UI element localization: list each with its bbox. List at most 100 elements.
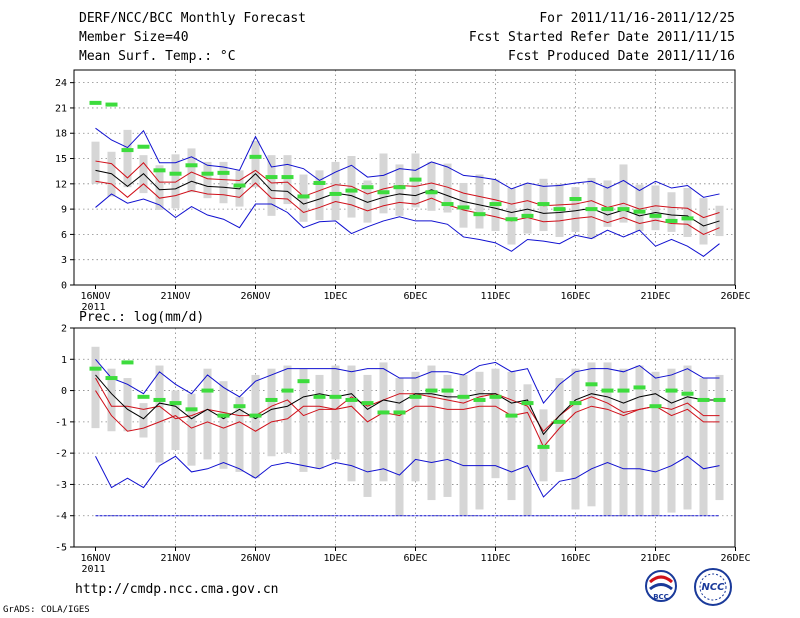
- prec-observed-marker: [713, 397, 726, 402]
- source-url[interactable]: http://cmdp.ncc.cma.gov.cn: [75, 582, 279, 597]
- temp-ensemble-box: [203, 161, 212, 199]
- prec-observed-marker: [361, 401, 374, 406]
- prec-ensemble-box: [683, 365, 692, 510]
- temp-observed-marker: [505, 217, 518, 222]
- temp-observed-marker: [345, 188, 358, 193]
- temp-ensemble-box: [651, 185, 660, 231]
- prec-ensemble-box: [411, 371, 420, 482]
- started-date: Fcst Started Refer Date 2011/11/15: [468, 30, 735, 45]
- temp-ensemble-box: [219, 161, 228, 204]
- prec-observed-marker: [457, 394, 470, 399]
- prec-ensemble-box: [571, 368, 580, 510]
- member-size: Member Size=40: [79, 30, 189, 45]
- prec-ensemble-box: [555, 378, 564, 472]
- temp-xtick-label: 2011: [82, 302, 106, 313]
- prec-ensemble-box: [619, 368, 628, 516]
- temp-ensemble-box: [427, 161, 436, 211]
- forecast-period: For 2011/11/16-2011/12/25: [539, 11, 735, 26]
- prec-ytick-label: 0: [61, 386, 67, 397]
- temp-observed-marker: [489, 202, 502, 207]
- temp-observed-marker: [121, 148, 134, 153]
- prec-ensemble-box: [651, 371, 660, 516]
- prec-ensemble-box: [91, 346, 100, 429]
- temp-ytick-label: 6: [61, 230, 67, 241]
- temp-observed-marker: [665, 218, 678, 223]
- temp-ensemble-box: [123, 129, 132, 188]
- prec-xtick-label: 21DEC: [640, 553, 670, 564]
- prec-observed-marker: [89, 366, 102, 371]
- temp-observed-marker: [217, 170, 230, 175]
- prec-ensemble-box: [587, 362, 596, 507]
- temp-observed-marker: [649, 213, 662, 218]
- prec-observed-marker: [297, 379, 310, 384]
- prec-ensemble-box: [219, 381, 228, 469]
- temp-line-mean_minus_std: [95, 180, 720, 235]
- temp-observed-marker: [89, 100, 102, 105]
- temp-observed-marker: [361, 185, 374, 190]
- temp-ensemble-box: [251, 140, 260, 188]
- prec-ensemble-box: [523, 384, 532, 516]
- temp-observed-marker: [553, 207, 566, 212]
- temp-ensemble-box: [91, 141, 100, 184]
- prec-xtick-label: 16DEC: [560, 553, 590, 564]
- temp-observed-marker: [473, 212, 486, 217]
- prec-ytick-label: -3: [55, 480, 67, 491]
- prec-observed-marker: [633, 385, 646, 390]
- temp-observed-marker: [169, 171, 182, 176]
- temp-observed-marker: [233, 183, 246, 188]
- prec-xtick-label: 26NOV: [240, 553, 270, 564]
- ncc-logo-text: NCC: [701, 582, 725, 593]
- temp-xtick-label: 21NOV: [160, 291, 190, 302]
- temp-observed-marker: [153, 168, 166, 173]
- prec-ensemble-box: [123, 378, 132, 432]
- temp-ensemble-box: [379, 153, 388, 214]
- prec-ensemble-box: [507, 371, 516, 501]
- temp-xtick-label: 16NOV: [80, 291, 110, 302]
- temp-xtick-label: 21DEC: [640, 291, 670, 302]
- temp-ensemble-box: [507, 188, 516, 245]
- prec-observed-marker: [377, 410, 390, 415]
- prec-ensemble-box: [315, 374, 324, 469]
- temp-ytick-label: 3: [61, 255, 67, 266]
- produced-date: Fcst Produced Date 2011/11/16: [508, 49, 735, 64]
- temp-line-min: [95, 193, 720, 257]
- prec-observed-marker: [249, 413, 262, 418]
- temp-observed-marker: [377, 190, 390, 195]
- prec-observed-marker: [505, 413, 518, 418]
- prec-ensemble-box: [331, 365, 340, 460]
- temp-observed-marker: [681, 216, 694, 221]
- temp-observed-marker: [441, 202, 454, 207]
- prec-ensemble-box: [267, 368, 276, 457]
- prec-observed-marker: [601, 388, 614, 393]
- ncc-logo-icon: NCC: [694, 568, 732, 606]
- prec-observed-marker: [697, 397, 710, 402]
- temp-observed-marker: [297, 194, 310, 199]
- prec-observed-marker: [617, 388, 630, 393]
- temp-observed-marker: [201, 171, 214, 176]
- prec-observed-marker: [217, 413, 230, 418]
- prec-observed-marker: [265, 397, 278, 402]
- prec-observed-marker: [393, 410, 406, 415]
- prec-ensemble-box: [139, 403, 148, 438]
- prec-ensemble-box: [107, 368, 116, 432]
- temp-ensemble-box: [683, 188, 692, 237]
- temp-ensemble-box: [699, 198, 708, 245]
- prec-xtick-label: 21NOV: [160, 553, 190, 564]
- temp-xtick-label: 26NOV: [240, 291, 270, 302]
- temp-observed-marker: [265, 175, 278, 180]
- temp-observed-marker: [105, 102, 118, 107]
- bcc-logo-text: BCC: [653, 593, 669, 601]
- temp-observed-marker: [585, 207, 598, 212]
- prec-ensemble-box: [603, 362, 612, 516]
- temp-ensemble-box: [267, 155, 276, 216]
- prec-line-min: [95, 455, 720, 498]
- prec-observed-marker: [521, 401, 534, 406]
- temp-ensemble-box: [155, 165, 164, 210]
- prec-ensemble-box: [155, 365, 164, 463]
- temp-observed-marker: [329, 191, 342, 196]
- temp-ensemble-box: [635, 184, 644, 232]
- prec-line-mean_plus_std: [95, 377, 720, 433]
- temp-observed-marker: [601, 207, 614, 212]
- prec-line-mean_minus_std: [95, 390, 720, 448]
- prec-observed-marker: [425, 388, 438, 393]
